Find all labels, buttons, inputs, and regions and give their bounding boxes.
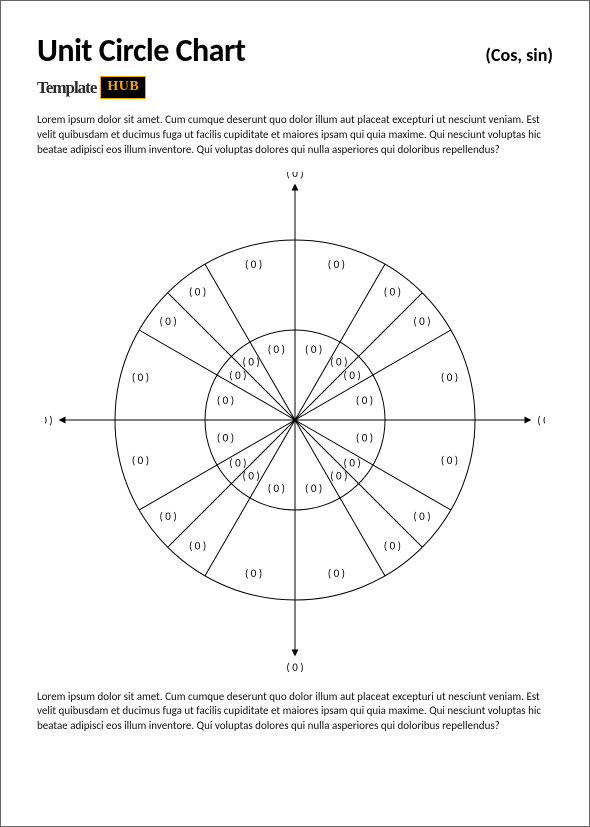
svg-text:( 0 ): ( 0 )	[356, 394, 373, 407]
svg-text:( 0 ): ( 0 )	[132, 454, 149, 467]
unit-circle-chart: ( 0 ) ( 0 ) ( 0 ) ( 0 ) ( 0 ) ( 0 ) ( 0 ) ( 0 )…	[37, 172, 553, 672]
svg-text:( 0 ): ( 0 )	[413, 510, 430, 523]
logo-text-left: Template	[37, 78, 96, 98]
svg-text:( 0 ): ( 0 )	[328, 258, 345, 271]
svg-text:( 0 ): ( 0 )	[159, 315, 176, 328]
svg-text:( 0 ): ( 0 )	[245, 258, 262, 271]
svg-text:( 0 ): ( 0 )	[189, 539, 206, 552]
svg-text:( 0 ): ( 0 )	[441, 371, 458, 384]
svg-text:( 0 ): ( 0 )	[245, 567, 262, 580]
svg-text:( 0 ): ( 0 )	[189, 285, 206, 298]
svg-text:( 0 ): ( 0 )	[537, 414, 545, 427]
outro-paragraph: Lorem ipsum dolor sit amet. Cum cumque d…	[37, 690, 553, 735]
svg-text:( 0 ): ( 0 )	[413, 315, 430, 328]
svg-text:( 0 ): ( 0 )	[229, 456, 246, 469]
svg-text:( 0 ): ( 0 )	[344, 456, 361, 469]
svg-text:( 0 ): ( 0 )	[217, 394, 234, 407]
svg-text:( 0 ): ( 0 )	[132, 371, 149, 384]
svg-text:( 0 ): ( 0 )	[305, 482, 322, 495]
subtitle: (Cos, sin)	[485, 44, 553, 66]
svg-text:( 0 ): ( 0 )	[384, 539, 401, 552]
svg-text:( 0 ): ( 0 )	[268, 343, 285, 356]
unit-circle-svg: ( 0 ) ( 0 ) ( 0 ) ( 0 ) ( 0 ) ( 0 ) ( 0 ) ( 0 )…	[45, 172, 545, 672]
svg-text:( 0 ): ( 0 )	[217, 431, 234, 444]
page-title: Unit Circle Chart	[37, 31, 245, 70]
svg-text:( 0 ): ( 0 )	[286, 661, 303, 672]
svg-text:( 0 ): ( 0 )	[344, 368, 361, 381]
svg-text:( 0 ): ( 0 )	[243, 469, 260, 482]
svg-text:( 0 ): ( 0 )	[243, 355, 260, 368]
svg-text:( 0 ): ( 0 )	[441, 454, 458, 467]
svg-text:( 0 ): ( 0 )	[268, 482, 285, 495]
svg-text:( 0 ): ( 0 )	[286, 172, 303, 180]
svg-text:( 0 ): ( 0 )	[356, 431, 373, 444]
svg-text:( 0 ): ( 0 )	[305, 343, 322, 356]
svg-text:( 0 ): ( 0 )	[229, 368, 246, 381]
svg-text:( 0 ): ( 0 )	[330, 469, 347, 482]
svg-text:( 0 ): ( 0 )	[45, 414, 53, 427]
logo: Template HUB	[37, 76, 553, 99]
logo-text-right: HUB	[100, 76, 146, 99]
svg-text:( 0 ): ( 0 )	[330, 355, 347, 368]
header-row: Unit Circle Chart (Cos, sin)	[37, 31, 553, 70]
svg-text:( 0 ): ( 0 )	[159, 510, 176, 523]
svg-text:( 0 ): ( 0 )	[384, 285, 401, 298]
svg-text:( 0 ): ( 0 )	[328, 567, 345, 580]
intro-paragraph: Lorem ipsum dolor sit amet. Cum cumque d…	[37, 113, 553, 158]
